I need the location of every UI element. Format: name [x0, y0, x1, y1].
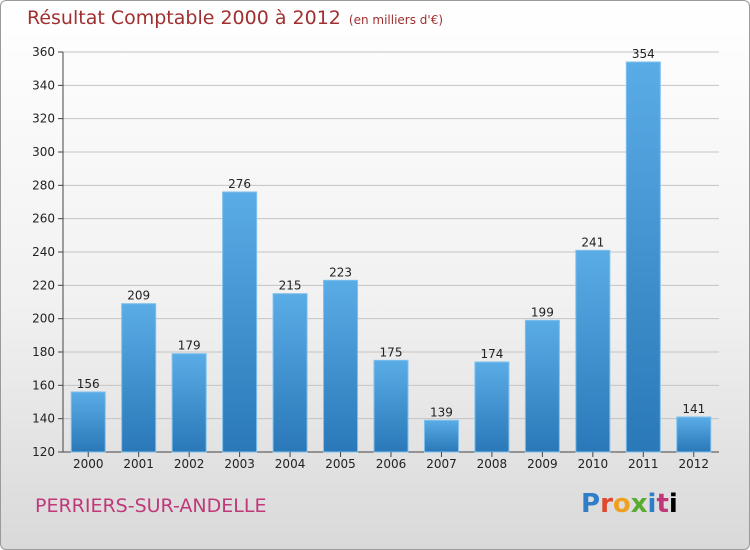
bar-value-label: 276: [228, 177, 251, 191]
x-tick-label: 2009: [527, 457, 558, 471]
y-tick-label: 120: [32, 445, 55, 459]
bar-value-label: 175: [380, 345, 403, 359]
bar: [222, 191, 258, 453]
y-tick-label: 180: [32, 345, 55, 359]
x-tick-label: 2010: [578, 457, 609, 471]
bar-value-label: 179: [178, 339, 201, 353]
bar-value-label: 223: [329, 265, 352, 279]
x-tick-label: 2011: [628, 457, 659, 471]
logo-letter: r: [600, 489, 613, 519]
y-tick-label: 240: [32, 245, 55, 259]
x-tick-label: 2007: [426, 457, 457, 471]
bar: [474, 361, 510, 453]
y-tick-label: 140: [32, 412, 55, 426]
bar-value-label: 354: [632, 47, 655, 61]
bar-value-label: 156: [77, 377, 100, 391]
bar: [70, 391, 106, 453]
chart-title: Résultat Comptable 2000 à 2012 (en millie…: [27, 7, 443, 29]
y-tick-label: 340: [32, 78, 55, 92]
x-tick-label: 2005: [325, 457, 356, 471]
logo-letter: t: [656, 489, 669, 519]
bar: [524, 319, 560, 453]
x-tick-label: 2008: [477, 457, 508, 471]
bar-value-label: 141: [682, 402, 705, 416]
x-tick-label: 2001: [123, 457, 154, 471]
bar: [373, 359, 409, 453]
logo-letter: o: [612, 489, 631, 519]
bar: [625, 61, 661, 453]
x-tick-label: 2000: [73, 457, 104, 471]
y-tick-label: 220: [32, 278, 55, 292]
bar: [676, 416, 712, 453]
x-tick-label: 2003: [224, 457, 255, 471]
chart-unit: (en milliers d'€): [348, 13, 444, 27]
city-name: PERRIERS-SUR-ANDELLE: [35, 495, 267, 517]
bar-value-label: 139: [430, 405, 453, 419]
bar-value-label: 215: [279, 279, 302, 293]
logo-letter: i: [647, 489, 657, 519]
y-tick-label: 300: [32, 145, 55, 159]
logo-letter: x: [630, 489, 648, 519]
chart-title-text: Résultat Comptable 2000 à 2012: [27, 7, 341, 29]
proxiti-logo: Proxiti: [581, 489, 678, 519]
y-tick-label: 320: [32, 112, 55, 126]
x-tick-label: 2012: [678, 457, 709, 471]
logo-letter: i: [668, 489, 678, 519]
y-tick-label: 280: [32, 178, 55, 192]
bar-value-label: 199: [531, 305, 554, 319]
bar: [575, 249, 611, 453]
x-tick-label: 2004: [275, 457, 306, 471]
bar: [171, 353, 207, 453]
bar: [423, 419, 459, 453]
bar-value-label: 174: [480, 347, 503, 361]
bar: [272, 293, 308, 453]
x-tick-label: 2002: [174, 457, 205, 471]
y-tick-label: 260: [32, 212, 55, 226]
bar-value-label: 209: [127, 289, 150, 303]
bar: [323, 279, 359, 453]
y-tick-label: 200: [32, 312, 55, 326]
logo-letter: P: [581, 489, 601, 519]
bar-value-label: 241: [581, 235, 604, 249]
x-tick-label: 2006: [376, 457, 407, 471]
bar: [121, 303, 157, 453]
y-tick-label: 360: [32, 45, 55, 59]
y-tick-label: 160: [32, 378, 55, 392]
